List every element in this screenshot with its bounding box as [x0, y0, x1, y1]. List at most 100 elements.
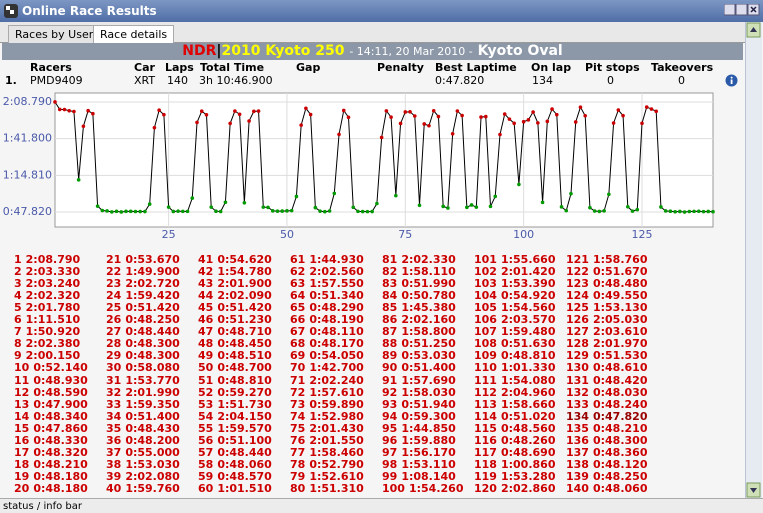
lap-point: [181, 209, 185, 214]
lap-entry: 76 2:01.550: [290, 434, 364, 447]
lap-point: [507, 117, 512, 121]
lap-time: 0:51.630: [500, 337, 556, 351]
lap-entry: 77 1:58.460: [290, 446, 364, 459]
lap-point: [460, 113, 464, 118]
lap-entry: 36 0:48.200: [106, 434, 180, 447]
lap-entry: 90 0:51.400: [382, 361, 456, 374]
column-header: Takeovers: [651, 61, 714, 74]
lap-time: 2:02.240: [309, 373, 364, 387]
tab[interactable]: Races by User: [8, 25, 101, 43]
lap-number: 108: [474, 337, 497, 351]
lap-entry: 106 2:03.570: [474, 313, 555, 326]
lap-number: 83: [382, 277, 398, 291]
lap-time: 0:48.700: [217, 361, 272, 375]
lap-entry: 116 0:48.260: [474, 434, 555, 447]
lap-entry: 29 0:48.300: [106, 349, 180, 362]
lap-time: 0:48.190: [309, 313, 364, 327]
lap-time: 1:55.660: [500, 253, 556, 266]
lap-time: 0:48.360: [592, 445, 648, 459]
lap-point: [176, 209, 180, 213]
lap-entry: 135 0:48.210: [566, 422, 647, 435]
scrollbar[interactable]: [745, 22, 762, 498]
lap-number: 42: [198, 265, 214, 279]
lap-entry: 67 0:48.110: [290, 325, 364, 338]
lap-time: 0:48.560: [500, 421, 556, 435]
lap-point: [588, 205, 592, 210]
lap-number: 86: [382, 313, 398, 327]
lap-time: 2:08.790: [25, 253, 81, 266]
lap-number: 40: [106, 481, 122, 495]
lap-time: 0:48.180: [33, 469, 88, 483]
lap-number: 73: [290, 397, 306, 411]
lap-number: 27: [106, 325, 122, 339]
lap-number: 131: [566, 373, 589, 387]
lap-number: 104: [474, 289, 497, 303]
lap-entry: 60 1:01.510: [198, 482, 272, 495]
lap-number: 16: [14, 433, 30, 447]
lap-entry: 95 1:44.850: [382, 422, 456, 435]
lap-point: [138, 209, 143, 214]
lap-entry: 28 0:48.300: [106, 337, 180, 350]
separator: |: [216, 43, 222, 59]
track-name: Kyoto Oval: [477, 43, 563, 59]
lap-entry: 13 0:47.900: [14, 398, 88, 411]
lap-entry: 126 2:05.030: [566, 313, 647, 326]
lap-entry: 121 1:58.760: [566, 253, 647, 266]
lap-number: 58: [198, 457, 214, 471]
total-time: 3h 10:46.900: [199, 74, 273, 87]
lap-time: 2:04.960: [500, 385, 556, 399]
window-controls[interactable]: [724, 4, 760, 18]
takeovers: 0: [678, 74, 685, 87]
lap-entry: 52 0:59.270: [198, 386, 272, 399]
lap-point: [304, 106, 308, 111]
lap-entry: 123 0:48.480: [566, 277, 647, 290]
lap-point: [488, 204, 493, 209]
lap-number: 102: [474, 265, 497, 279]
lap-point: [536, 121, 540, 125]
lap-number: 12: [14, 385, 30, 399]
lap-time: 2:02.320: [25, 289, 81, 303]
column-header: Gap: [296, 61, 321, 74]
lap-entry: 8 2:02.380: [14, 337, 80, 350]
lap-entry: 45 0:51.420: [198, 301, 272, 314]
lap-entry: 61 1:44.930: [290, 253, 364, 266]
lap-time: 0:58.080: [125, 361, 180, 375]
info-icon[interactable]: [725, 74, 738, 87]
lap-time: 0:48.300: [125, 349, 180, 363]
lap-number: 25: [106, 301, 122, 315]
lap-number: 84: [382, 289, 398, 303]
lap-point: [119, 210, 124, 214]
lap-point: [450, 131, 455, 136]
lap-point: [649, 107, 654, 111]
scrollbar-arrows[interactable]: [746, 22, 762, 498]
lap-time: 1:44.850: [401, 421, 456, 435]
lap-point: [559, 205, 564, 209]
lap-number: 3: [14, 277, 22, 291]
lap-number: 95: [382, 421, 398, 435]
racer[interactable]: PMD9409: [30, 74, 83, 87]
lap-entry: 94 0:59.300: [382, 410, 456, 423]
x-tick-label: 75: [398, 228, 412, 241]
lap-point: [644, 105, 649, 109]
lap-entry: 5 2:01.780: [14, 301, 80, 314]
lap-number: 126: [566, 313, 589, 327]
lap-point: [521, 119, 526, 124]
lap-point: [233, 109, 237, 113]
lap-number: 31: [106, 373, 122, 387]
lap-point: [308, 112, 313, 117]
lap-time: 0:54.620: [217, 253, 272, 266]
lap-point: [128, 209, 133, 214]
lap-point: [247, 119, 251, 123]
lap-entry: 16 0:48.330: [14, 434, 88, 447]
lap-number: 15: [14, 421, 30, 435]
lap-number: 51: [198, 373, 214, 387]
x-tick-label: 25: [162, 228, 176, 241]
lap-time: 1:53.130: [592, 301, 648, 315]
tab-active[interactable]: Race details: [93, 25, 175, 43]
lap-time: 2:02.080: [125, 469, 180, 483]
lap-entry: 109 0:48.810: [474, 349, 555, 362]
lap-entry: 19 0:48.180: [14, 470, 88, 483]
lap-time: 0:50.780: [401, 289, 456, 303]
lap-number: 30: [106, 361, 122, 375]
lap-entry: 115 0:48.560: [474, 422, 555, 435]
